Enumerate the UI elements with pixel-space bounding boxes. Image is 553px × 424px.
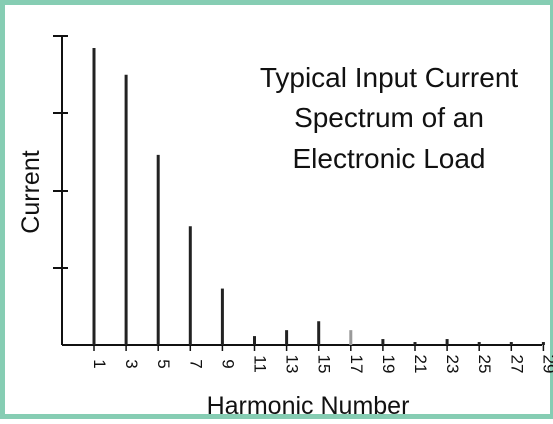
chart-title-line-3: Electronic Load (292, 143, 485, 174)
x-axis-title: Harmonic Number (207, 392, 410, 420)
x-tick-label-h21: 21 (411, 355, 430, 374)
bars (92, 48, 545, 345)
x-tick-label-h29: 29 (539, 355, 553, 374)
x-tick-labels: 1 3 5 7 9 11 13 15 17 19 21 23 25 27 29 (90, 345, 553, 373)
y-axis-title: Current (17, 150, 45, 233)
x-tick-label-h5: 5 (154, 359, 173, 368)
x-tick-label-h17: 17 (347, 355, 366, 374)
harmonic-spectrum-chart: Typical Input Current Spectrum of an Ele… (17, 35, 553, 420)
x-tick-label-h23: 23 (443, 355, 462, 374)
x-tick-label-h25: 25 (475, 355, 494, 374)
x-tick-label-h9: 9 (218, 359, 237, 368)
x-tick-label-h1: 1 (90, 359, 109, 368)
x-tick-label-h3: 3 (122, 359, 141, 368)
chart-title: Typical Input Current Spectrum of an Ele… (260, 62, 519, 174)
x-tick-label-h15: 15 (315, 355, 334, 374)
x-tick-label-h13: 13 (283, 355, 302, 374)
chart-title-line-1: Typical Input Current (260, 62, 519, 93)
x-tick-label-h7: 7 (186, 359, 205, 368)
x-tick-label-h11: 11 (251, 355, 270, 373)
x-tick-label-h27: 27 (507, 355, 526, 374)
x-tick-label-h19: 19 (379, 355, 398, 374)
axes (53, 35, 542, 346)
chart-title-line-2: Spectrum of an (294, 102, 484, 133)
